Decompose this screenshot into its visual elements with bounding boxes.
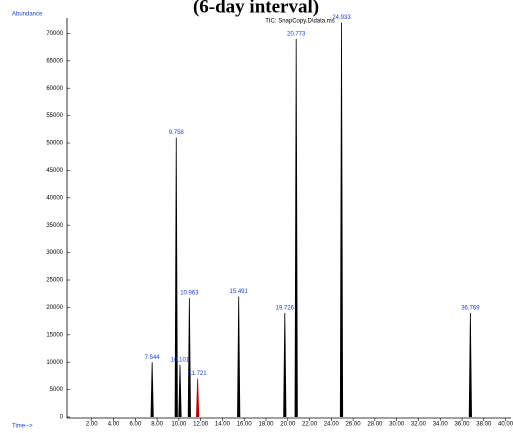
x-tick-label: 34.00: [433, 422, 449, 428]
x-tick-label: 28.00: [367, 422, 383, 428]
y-tick-label: 30000: [46, 250, 63, 256]
peak-label: 24.933: [332, 15, 351, 21]
peak: [283, 312, 287, 418]
peak-label: 36.769: [461, 305, 480, 311]
x-tick-label: 30.00: [389, 422, 405, 428]
peak: [237, 296, 241, 418]
y-tick-label: 35000: [46, 223, 63, 229]
x-tick-label: 26.00: [346, 422, 362, 428]
peak-label: 7.544: [145, 355, 161, 361]
y-tick-label: 15000: [46, 332, 63, 338]
x-tick-label: 20.00: [280, 422, 296, 428]
y-tick-label: 40000: [46, 195, 63, 201]
peak: [174, 137, 178, 418]
peak: [468, 312, 472, 418]
chart-subtitle: TIC: SnapCopy.D\data.ms: [265, 19, 335, 25]
y-tick-label: 0: [60, 415, 64, 421]
y-tick-label: 55000: [46, 113, 63, 119]
x-tick-label: 22.00: [302, 422, 318, 428]
x-tick-label: 12.00: [193, 422, 209, 428]
x-tick-label: 10.00: [171, 422, 187, 428]
peak-label: 20.773: [287, 31, 306, 37]
x-tick-label: 38.00: [476, 422, 492, 428]
peak: [294, 38, 298, 418]
x-tick-label: 4.00: [108, 422, 120, 428]
x-tick-label: 2.00: [86, 422, 98, 428]
peak: [178, 364, 182, 418]
y-tick-label: 45000: [46, 168, 63, 174]
x-tick-label: 18.00: [258, 422, 274, 428]
peak-label: 19.726: [276, 305, 295, 311]
peak-label: 10.963: [180, 291, 199, 297]
peak: [187, 298, 191, 418]
x-axis-label: Time-->: [12, 424, 33, 430]
x-tick-label: 6.00: [129, 422, 141, 428]
y-tick-label: 70000: [46, 31, 63, 37]
x-tick-label: 14.00: [215, 422, 231, 428]
peak-label: 11.721: [189, 371, 208, 377]
y-tick-label: 60000: [46, 86, 63, 92]
x-tick-label: 24.00: [324, 422, 340, 428]
y-tick-label: 20000: [46, 305, 63, 311]
peak: [150, 362, 154, 418]
y-axis-label: Abundance: [12, 12, 43, 18]
y-tick-label: 25000: [46, 278, 63, 284]
peak-label: 10.101: [171, 358, 190, 364]
x-tick-label: 8.00: [151, 422, 163, 428]
x-tick-label: 32.00: [411, 422, 427, 428]
peak-label: 15.491: [230, 289, 249, 295]
y-tick-label: 65000: [46, 58, 63, 64]
peak-label: 9.758: [169, 130, 185, 136]
y-tick-label: 5000: [50, 387, 64, 393]
y-tick-label: 50000: [46, 141, 63, 147]
x-tick-label: 36.00: [454, 422, 470, 428]
y-tick-label: 10000: [46, 360, 63, 366]
peak: [339, 22, 344, 418]
peak: [196, 378, 200, 418]
x-tick-label: 40.00: [498, 422, 513, 428]
x-tick-label: 16.00: [237, 422, 253, 428]
chart-title: (6-day interval): [193, 0, 319, 17]
